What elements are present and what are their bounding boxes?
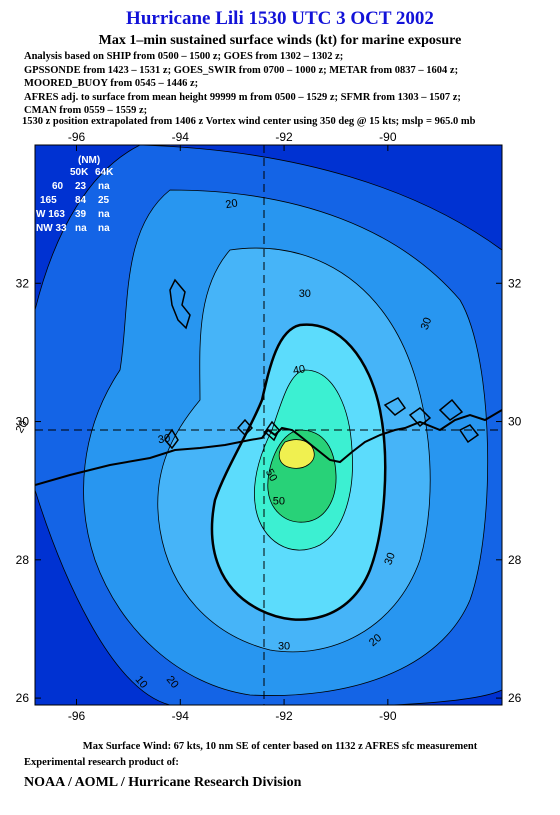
lat-tick-right: 30 bbox=[508, 415, 522, 429]
lat-tick-right: 28 bbox=[508, 553, 522, 567]
radii-cell: 60 bbox=[52, 181, 64, 192]
contour-label: 20 bbox=[14, 419, 31, 436]
coastline-islands bbox=[164, 278, 480, 450]
lon-tick-top: -92 bbox=[275, 130, 293, 144]
lon-tick-top: -96 bbox=[68, 130, 86, 144]
max-wind-note: Max Surface Wind: 67 kts, 10 nm SE of ce… bbox=[82, 741, 478, 752]
axis-labels: -96 -96 -94 -94 -92 -92 -90 -90 32 32 30 30 28 28 26 26 bbox=[16, 130, 522, 723]
contour-label: 30 bbox=[278, 641, 290, 653]
radii-cell: na bbox=[98, 181, 110, 192]
lat-tick-left: 32 bbox=[16, 276, 30, 290]
lon-tick-bottom: -92 bbox=[275, 709, 293, 723]
organization-name: NOAA / AOML / Hurricane Research Divisio… bbox=[24, 775, 302, 790]
lon-tick-bottom: -90 bbox=[379, 709, 397, 723]
contour-label: 30 bbox=[419, 316, 434, 332]
contour-label: 50 bbox=[273, 496, 285, 508]
radii-header: (NM) bbox=[78, 155, 100, 166]
lon-tick-bottom: -96 bbox=[68, 709, 86, 723]
radii-cell: NW 33 bbox=[36, 223, 67, 234]
lon-tick-top: -90 bbox=[379, 130, 397, 144]
lat-tick-right: 32 bbox=[508, 276, 522, 290]
radii-col-64k: 64K bbox=[95, 167, 114, 178]
wind-band-64 bbox=[278, 439, 315, 469]
analysis-notes: Analysis based on SHIP from 0500 – 1500 … bbox=[24, 50, 461, 118]
radii-cell: 165 bbox=[40, 195, 57, 206]
lat-tick-left: 26 bbox=[16, 691, 30, 705]
contour-label: 50 bbox=[263, 467, 280, 484]
wind-map-canvas: 1020303040203050503030201020 -96-96-94-9… bbox=[14, 130, 522, 723]
lat-tick-right: 26 bbox=[508, 691, 522, 705]
contour-label: 30 bbox=[382, 551, 397, 567]
contour-label: 20 bbox=[225, 197, 239, 211]
contour-label: 30 bbox=[299, 288, 311, 300]
analysis-line: GPSSONDE from 1423 – 1531 z; GOES_SWIR f… bbox=[24, 64, 459, 76]
radii-cell: 84 bbox=[75, 195, 87, 206]
radii-cell: 39 bbox=[75, 209, 87, 220]
radii-cell: na bbox=[75, 223, 87, 234]
analysis-line: CMAN from 0559 – 1559 z; bbox=[24, 105, 148, 116]
contour-label: 40 bbox=[292, 363, 306, 377]
lon-tick-bottom: -94 bbox=[172, 709, 190, 723]
contour-label: 30 bbox=[157, 432, 171, 446]
lat-tick-left: 30 bbox=[16, 415, 30, 429]
page-title: Hurricane Lili 1530 UTC 3 OCT 2002 bbox=[126, 8, 434, 29]
contour-labels: 1020303040203050503030201020 bbox=[14, 197, 435, 691]
radii-cell: 25 bbox=[98, 195, 110, 206]
analysis-line: MOORED_BUOY from 0545 – 1446 z; bbox=[24, 78, 199, 89]
radii-col-50k: 50K bbox=[70, 167, 89, 178]
analysis-line: Analysis based on SHIP from 0500 – 1500 … bbox=[24, 51, 344, 62]
lon-tick-top: -94 bbox=[172, 130, 190, 144]
radii-table: (NM) 50K 64K 60 23 na 165 84 25 W 163 39… bbox=[36, 155, 114, 234]
map-frame bbox=[34, 144, 503, 706]
radii-cell: na bbox=[98, 223, 110, 234]
analysis-line: AFRES adj. to surface from mean height 9… bbox=[24, 91, 461, 103]
wind-map: 1020303040203050503030201020 -96-96-94-9… bbox=[0, 130, 560, 730]
radii-cell: na bbox=[98, 209, 110, 220]
page-subtitle: Max 1–min sustained surface winds (kt) f… bbox=[98, 33, 462, 48]
experimental-note: Experimental research product of: bbox=[24, 757, 179, 768]
radii-cell: W 163 bbox=[36, 209, 65, 220]
lat-tick-left: 28 bbox=[16, 553, 30, 567]
radii-cell: 23 bbox=[75, 181, 87, 192]
coastline bbox=[35, 409, 502, 486]
position-note: 1530 z position extrapolated from 1406 z… bbox=[22, 116, 476, 127]
